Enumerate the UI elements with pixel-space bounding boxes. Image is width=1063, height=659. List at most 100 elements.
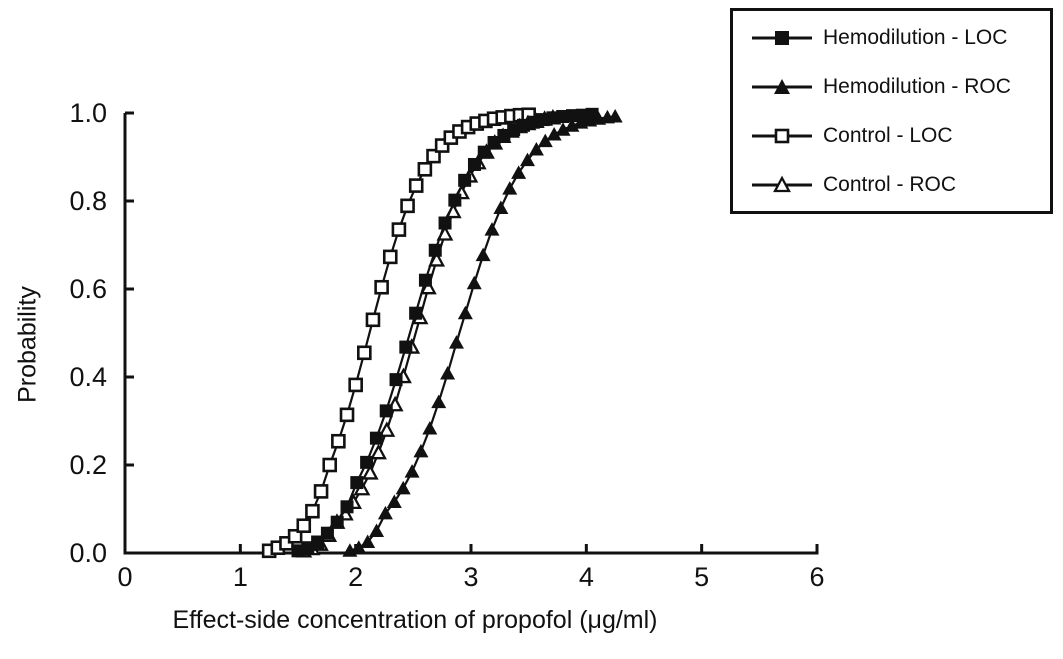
data-point-marker xyxy=(369,431,383,445)
data-point-marker xyxy=(287,528,303,544)
legend-label: Hemodilution - ROC xyxy=(823,74,1011,98)
filled-triangle-legend-icon xyxy=(752,78,812,94)
data-point-marker xyxy=(305,503,320,519)
y-tick-label: 1.0 xyxy=(69,98,107,128)
y-tick-label: 0.8 xyxy=(69,186,107,216)
data-point-marker xyxy=(516,118,530,132)
data-point-marker xyxy=(440,365,456,380)
x-tick-label: 5 xyxy=(694,562,709,592)
data-point-marker xyxy=(340,500,354,514)
legend-label: Hemodilution - LOC xyxy=(823,25,1008,49)
y-axis-title: Probability xyxy=(13,286,42,403)
data-point-marker xyxy=(511,165,527,179)
data-point-marker xyxy=(395,480,411,495)
data-point-marker xyxy=(404,464,420,478)
data-point-marker xyxy=(360,534,376,548)
data-point-marker xyxy=(413,443,429,458)
data-point-marker xyxy=(419,278,437,295)
data-point-marker xyxy=(526,115,540,129)
data-point-marker xyxy=(431,394,447,409)
y-tick-label: 0.2 xyxy=(69,450,107,480)
open-triangle-legend-icon xyxy=(752,175,812,192)
data-point-marker xyxy=(357,345,372,361)
data-point-marker xyxy=(331,433,346,449)
data-point-marker xyxy=(502,181,518,195)
data-point-marker xyxy=(361,464,379,480)
data-point-marker xyxy=(370,443,387,460)
legend-label: Control - LOC xyxy=(823,123,953,147)
data-point-marker xyxy=(422,420,438,435)
data-point-marker xyxy=(320,526,334,540)
data-point-marker xyxy=(391,222,407,237)
data-point-marker xyxy=(536,113,550,127)
data-point-marker xyxy=(399,340,413,354)
legend-item-hemodilution-loc: Hemodilution - LOC xyxy=(733,26,1050,50)
data-point-marker xyxy=(556,110,570,124)
x-tick-label: 0 xyxy=(117,562,132,592)
data-point-marker xyxy=(484,222,500,236)
data-point-marker xyxy=(565,109,579,123)
data-point-marker xyxy=(382,249,398,265)
data-point-marker xyxy=(448,335,464,349)
data-point-marker xyxy=(379,404,393,418)
data-point-marker xyxy=(497,128,511,142)
x-axis-title: Effect-side concentration of propofol (μ… xyxy=(172,606,658,634)
data-point-marker xyxy=(607,109,623,123)
data-point-marker xyxy=(458,173,472,187)
legend: Hemodilution - LOC Hemodilution - ROC Cont… xyxy=(730,8,1053,214)
data-point-marker xyxy=(418,273,432,287)
y-tick-label: 0.6 xyxy=(69,274,107,304)
x-tick-label: 3 xyxy=(463,562,478,592)
series-line xyxy=(349,115,616,552)
data-point-marker xyxy=(528,142,544,156)
open-square-legend-icon xyxy=(752,128,812,143)
data-point-marker xyxy=(487,135,501,149)
series-line xyxy=(268,113,529,552)
data-point-marker xyxy=(466,275,482,290)
data-point-marker xyxy=(555,122,571,136)
data-point-marker xyxy=(339,407,355,423)
data-point-marker xyxy=(417,162,433,177)
data-point-marker xyxy=(448,193,462,207)
data-point-marker xyxy=(409,306,423,320)
data-point-marker xyxy=(546,127,562,141)
data-point-marker xyxy=(365,312,381,328)
filled-square-legend-icon xyxy=(752,30,812,45)
data-point-marker xyxy=(520,152,536,167)
data-point-marker xyxy=(313,484,329,499)
data-point-marker xyxy=(369,523,385,537)
data-point-marker xyxy=(348,377,363,393)
data-point-marker xyxy=(546,111,560,125)
data-point-marker xyxy=(477,145,491,159)
data-point-marker xyxy=(389,373,403,387)
data-point-marker xyxy=(377,505,393,520)
legend-item-control-roc: Control - ROC xyxy=(733,173,1050,197)
legend-label: Control - ROC xyxy=(823,172,957,196)
legend-item-hemodilution-roc: Hemodilution - ROC xyxy=(733,75,1050,99)
data-point-marker xyxy=(386,494,402,508)
x-tick-label: 4 xyxy=(579,562,594,592)
data-point-marker xyxy=(322,457,338,473)
data-point-marker xyxy=(400,198,415,214)
data-point-marker xyxy=(438,216,452,230)
data-point-marker xyxy=(330,515,344,529)
x-tick-label: 1 xyxy=(233,562,248,592)
data-point-marker xyxy=(426,148,441,164)
data-point-marker xyxy=(360,455,374,469)
data-point-marker xyxy=(457,305,473,320)
data-point-marker xyxy=(507,123,521,137)
data-point-marker xyxy=(467,157,481,171)
data-point-marker xyxy=(350,476,364,490)
legend-item-control-loc: Control - LOC xyxy=(733,124,1050,148)
x-tick-label: 2 xyxy=(348,562,363,592)
data-point-marker xyxy=(378,421,396,437)
data-point-marker xyxy=(537,133,553,148)
data-point-marker xyxy=(301,541,315,555)
series-line xyxy=(303,116,554,552)
data-point-marker xyxy=(351,540,367,554)
data-point-marker xyxy=(291,544,305,558)
data-point-marker xyxy=(408,178,424,193)
y-tick-label: 0.0 xyxy=(69,538,107,568)
data-point-marker xyxy=(374,279,389,295)
